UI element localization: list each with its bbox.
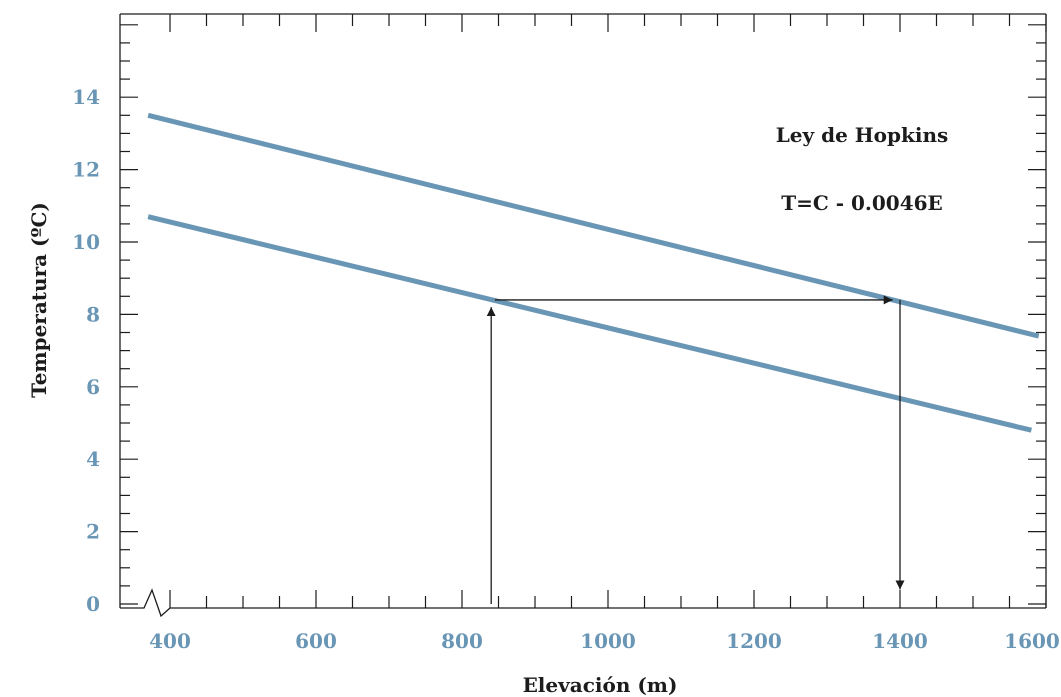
y-axis-title: Temperatura (ºC) [27, 202, 51, 398]
x-tick-label: 600 [295, 629, 337, 653]
frame-bottom-break [120, 588, 1046, 618]
x-tick-label: 1600 [1004, 629, 1060, 653]
axis-ticks [120, 14, 1047, 608]
x-tick-label: 1000 [580, 629, 636, 653]
x-tick-label: 400 [149, 629, 191, 653]
annotation-equation: T=C - 0.0046E [781, 191, 943, 215]
x-tick-label: 1400 [872, 629, 928, 653]
series-line-2 [147, 214, 1032, 433]
tick-labels: 400 600 800 1000 1200 1400 1600 0 2 4 6 8 10 12 14 [72, 85, 1060, 653]
series-lines [147, 112, 1040, 433]
y-tick-label: 8 [86, 302, 100, 326]
series-line-1 [147, 112, 1040, 339]
x-axis-title: Elevación (m) [523, 673, 678, 697]
arrows [486, 295, 905, 604]
plot-frame [119, 13, 1047, 618]
y-tick-label: 12 [72, 158, 100, 182]
y-tick-label: 10 [72, 230, 100, 254]
x-tick-label: 1200 [726, 629, 782, 653]
y-tick-label: 4 [86, 447, 100, 471]
y-tick-label: 14 [72, 85, 100, 109]
y-tick-label: 6 [86, 375, 100, 399]
y-tick-label: 2 [86, 520, 100, 544]
annotation-title: Ley de Hopkins [776, 123, 949, 147]
y-tick-label: 0 [86, 592, 100, 616]
x-tick-label: 800 [441, 629, 483, 653]
